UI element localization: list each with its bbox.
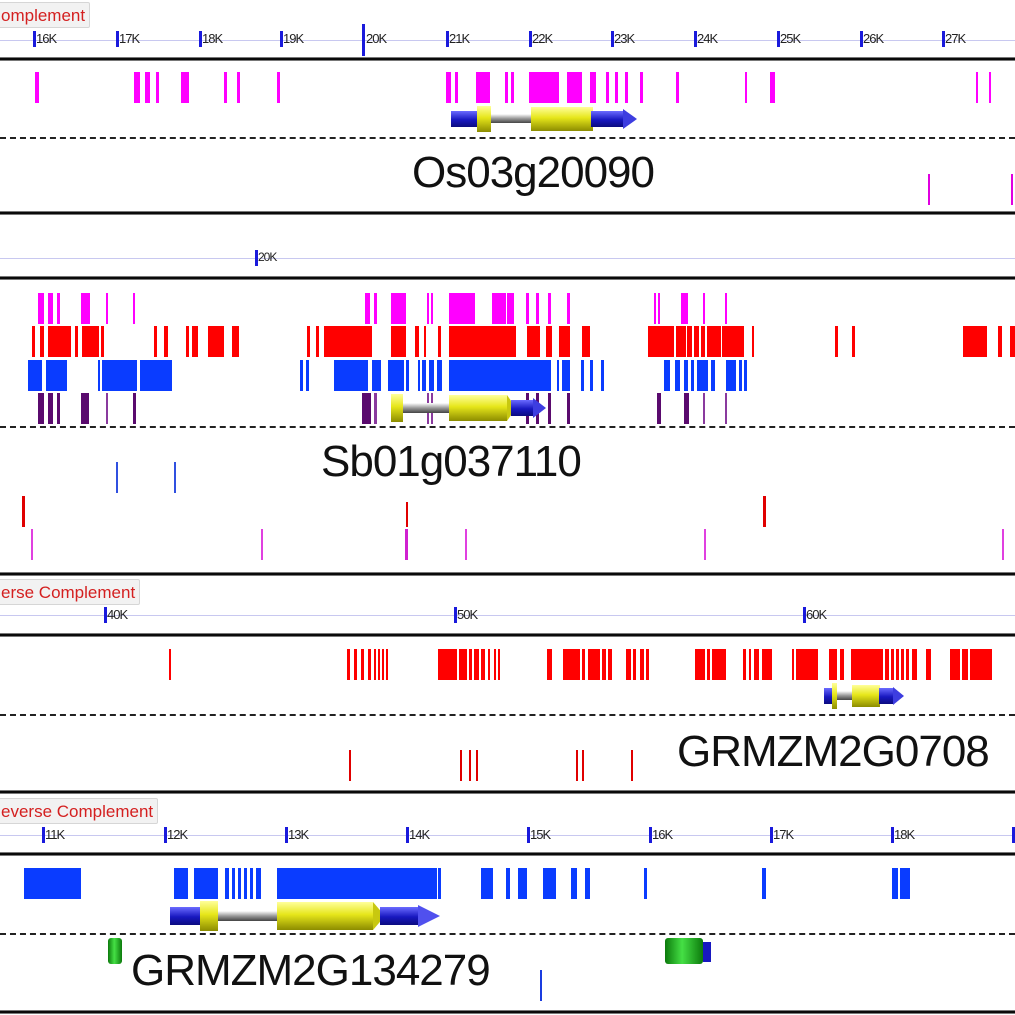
- tick-label: 21K: [449, 31, 470, 46]
- tick-label: 17K: [773, 827, 794, 842]
- tick-label: 26K: [863, 31, 884, 46]
- tick-label: 22K: [532, 31, 553, 46]
- alignment-track-blue: [0, 868, 1015, 899]
- gene-model-arrow-icon[interactable]: [170, 901, 442, 931]
- tick-label: 18K: [894, 827, 915, 842]
- gene-label[interactable]: GRMZM2G134279: [131, 946, 491, 995]
- alignment-track-red: [0, 649, 1015, 680]
- tick-label: 17K: [119, 31, 140, 46]
- gene-model-arrow-icon[interactable]: [451, 106, 641, 132]
- tick-label: 60K: [806, 607, 827, 622]
- tick-label: 16K: [36, 31, 57, 46]
- tick-label: 14K: [409, 827, 430, 842]
- tick-label: 25K: [780, 31, 801, 46]
- tick-label: 16K: [652, 827, 673, 842]
- tick-label: 19K: [283, 31, 304, 46]
- gene-label[interactable]: GRMZM2G0708: [677, 727, 990, 776]
- green-feature-marker[interactable]: [108, 938, 122, 964]
- alignment-track-red: [0, 326, 1015, 357]
- reverse-complement-button[interactable]: omplement: [0, 2, 91, 28]
- gene-label[interactable]: Sb01g037110: [321, 437, 582, 486]
- tick-label: 11K: [45, 827, 65, 842]
- tick-label: 24K: [697, 31, 718, 46]
- green-feature-marker[interactable]: [665, 938, 703, 964]
- tick-label: 20K: [366, 31, 387, 46]
- tick-label: 40K: [107, 607, 128, 622]
- gene-model-arrow-icon[interactable]: [824, 683, 906, 709]
- alignment-track-magenta: [0, 293, 1015, 324]
- gene-model-arrow-icon[interactable]: [391, 394, 556, 422]
- reverse-complement-button[interactable]: erse Complement: [0, 579, 141, 605]
- tick-label: 12K: [167, 827, 188, 842]
- alignment-track: [0, 72, 1015, 104]
- tick-label: 20K: [258, 250, 277, 264]
- alignment-track-blue: [0, 360, 1015, 391]
- tick-label: 15K: [530, 827, 551, 842]
- tick-label: 50K: [457, 607, 478, 622]
- tick-label: 27K: [945, 31, 966, 46]
- tick-label: 13K: [288, 827, 309, 842]
- tick-label: 18K: [202, 31, 223, 46]
- reverse-complement-button[interactable]: everse Complement: [0, 798, 159, 824]
- tick-label: 23K: [614, 31, 635, 46]
- gene-label[interactable]: Os03g20090: [412, 148, 655, 197]
